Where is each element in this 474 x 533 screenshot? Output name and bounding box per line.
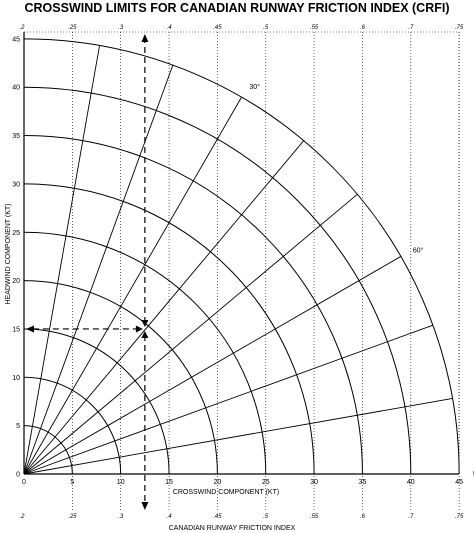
plot-area: 30° 60° 90° 0 5 10 15 20 25 30 35 40 45 0 5 10 15 20 25 30 3… [12, 25, 474, 520]
crfi-bottom-label: .7 [408, 514, 414, 520]
x-tick-label: 25 [262, 479, 270, 486]
angle-label: 90° [473, 470, 474, 478]
wind-speed-arc [23, 183, 315, 475]
example-arrowhead-top [141, 34, 149, 42]
x-tick-label: 0 [22, 479, 26, 486]
crfi-top-label: .25 [68, 25, 77, 31]
example-arrowhead-bottom [141, 502, 149, 510]
crfi-axis-label: CANADIAN RUNWAY FRICTION INDEX [169, 525, 296, 532]
angle-radial [23, 256, 402, 475]
y-tick-label: 10 [12, 375, 20, 382]
crfi-bottom-label: .2 [19, 514, 25, 520]
crfi-bottom-label: .5 [263, 514, 269, 520]
x-tick-label: 20 [214, 479, 222, 486]
crfi-top-label: .75 [455, 25, 464, 31]
angle-label: 60° [413, 247, 424, 255]
y-tick-label: 35 [12, 133, 20, 140]
example-arrowhead-left [26, 325, 34, 333]
crfi-bottom-label: .25 [68, 514, 77, 520]
crfi-bottom-label: .4 [167, 514, 173, 520]
wind-speed-arc [23, 86, 412, 475]
x-tick-label: 5 [70, 479, 74, 486]
crfi-top-label: .7 [408, 25, 414, 31]
y-tick-label: 15 [12, 326, 20, 333]
x-tick-label: 10 [117, 479, 125, 486]
crfi-bottom-label: .6 [360, 514, 366, 520]
crfi-top-label: .2 [19, 25, 25, 31]
example-arrowhead-right [135, 325, 143, 333]
angle-radial [23, 193, 358, 475]
x-tick-label: 35 [359, 479, 367, 486]
example-arrowhead-down-inner [141, 319, 149, 327]
crfi-top-label: .5 [263, 25, 269, 31]
y-tick-label: 45 [12, 36, 20, 43]
wind-speed-arc [23, 376, 122, 475]
crfi-bottom-label: .45 [213, 514, 222, 520]
wind-speed-arc [23, 328, 170, 475]
x-axis-label: CROSSWIND COMPONENT (KT) [173, 489, 279, 496]
x-tick-label: 40 [407, 479, 415, 486]
y-tick-label: 5 [16, 423, 20, 430]
angle-radial [23, 324, 434, 475]
crfi-top-label: .6 [360, 25, 366, 31]
angle-radial [23, 96, 242, 475]
x-tick-label: 30 [310, 479, 318, 486]
angle-label: 30° [249, 83, 260, 91]
crfi-top-label: .45 [213, 25, 222, 31]
x-tick-label: 15 [165, 479, 173, 486]
wind-speed-arc [23, 231, 267, 475]
crfi-top-label: .55 [310, 25, 319, 31]
x-tick-label: 45 [455, 479, 463, 486]
crfi-bottom-label: .75 [455, 514, 464, 520]
y-tick-label: 0 [16, 472, 20, 479]
y-axis-label: HEADWIND COMPONENT (KT) [5, 204, 12, 305]
angle-radial [23, 140, 305, 475]
y-tick-label: 30 [12, 181, 20, 188]
y-tick-label: 25 [12, 230, 20, 237]
wind-speed-arc [23, 280, 218, 475]
crfi-top-label: .4 [167, 25, 173, 31]
wind-speed-arc [23, 425, 73, 475]
example-arrowhead-up-inner [141, 330, 149, 338]
crfi-bottom-label: .3 [118, 514, 124, 520]
y-tick-label: 20 [12, 278, 20, 285]
chart-title: CROSSWIND LIMITS FOR CANADIAN RUNWAY FRI… [25, 1, 450, 15]
crfi-top-label: .3 [118, 25, 124, 31]
angle-radial [23, 45, 101, 475]
angle-radial [23, 64, 174, 475]
crfi-bottom-label: .55 [310, 514, 319, 520]
y-tick-label: 40 [12, 85, 20, 92]
wind-speed-arc [23, 38, 460, 475]
wind-speed-arc [23, 135, 363, 475]
angle-radial [23, 397, 453, 475]
